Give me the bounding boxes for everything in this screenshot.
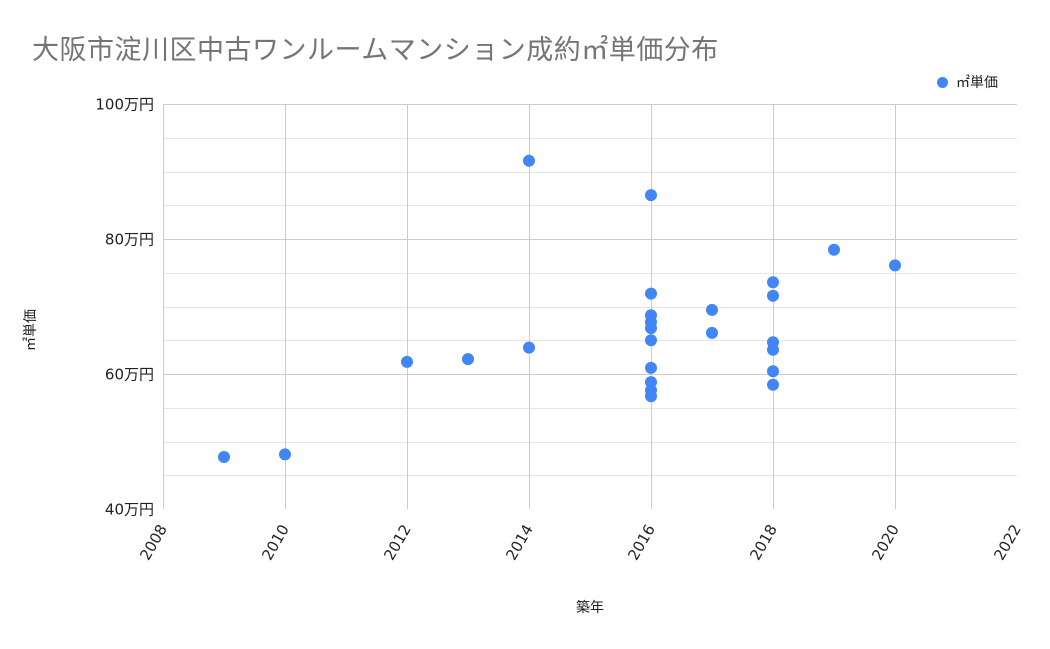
- data-point[interactable]: [767, 378, 779, 391]
- y-tick-label: 100万円: [95, 95, 154, 114]
- data-point[interactable]: [706, 303, 718, 316]
- x-tick-label: 2008: [136, 521, 171, 564]
- data-point[interactable]: [828, 243, 840, 256]
- data-point[interactable]: [645, 361, 657, 374]
- data-point[interactable]: [645, 322, 657, 335]
- plot-area: [163, 104, 1017, 509]
- data-point[interactable]: [401, 355, 413, 368]
- data-point[interactable]: [523, 154, 535, 167]
- data-point[interactable]: [706, 326, 718, 339]
- x-tick-label: 2014: [502, 521, 537, 564]
- data-point[interactable]: [767, 365, 779, 378]
- data-point[interactable]: [218, 451, 230, 464]
- legend: ㎡単価: [937, 72, 998, 92]
- x-tick-label: 2018: [746, 521, 781, 564]
- data-point[interactable]: [889, 259, 901, 272]
- data-point[interactable]: [523, 341, 535, 354]
- x-tick-label: 2010: [258, 521, 293, 564]
- data-point[interactable]: [645, 287, 657, 300]
- data-point[interactable]: [279, 448, 291, 461]
- data-point[interactable]: [767, 343, 779, 356]
- data-point[interactable]: [767, 276, 779, 289]
- data-point[interactable]: [645, 390, 657, 403]
- x-tick-label: 2022: [990, 521, 1025, 564]
- legend-marker-icon: [937, 76, 948, 88]
- x-tick-label: 2020: [868, 521, 903, 564]
- chart-title: 大阪市淀川区中古ワンルームマンション成約㎡単価分布: [32, 35, 719, 66]
- data-point[interactable]: [462, 353, 474, 366]
- data-point[interactable]: [645, 334, 657, 347]
- x-tick-label: 2016: [624, 521, 659, 564]
- y-tick-label: 80万円: [104, 230, 154, 249]
- data-point[interactable]: [645, 189, 657, 202]
- y-axis-label: ㎡単価: [23, 309, 39, 351]
- y-tick-label: 40万円: [104, 500, 154, 519]
- x-tick-label: 2012: [380, 521, 415, 564]
- x-axis-label: 築年: [576, 600, 604, 616]
- scatter-plot: [163, 104, 1017, 509]
- legend-label: ㎡単価: [956, 75, 998, 91]
- data-point[interactable]: [767, 289, 779, 302]
- y-tick-label: 60万円: [104, 365, 154, 384]
